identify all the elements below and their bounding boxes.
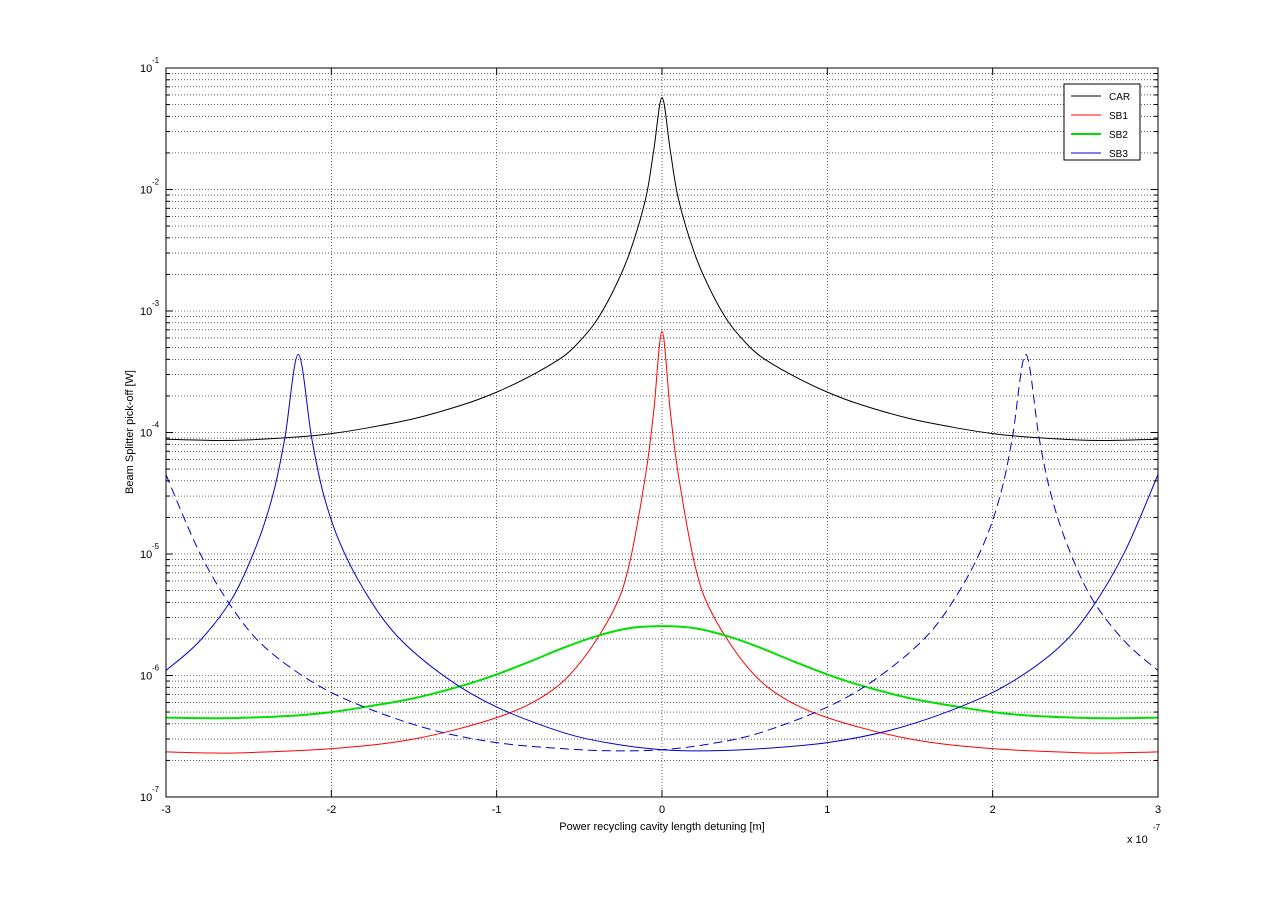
x-tick-label: -3 [161, 804, 171, 816]
y-tick-label: 10 [140, 671, 152, 683]
y-tick-label: 10 [140, 185, 152, 197]
y-tick-exponent: -2 [152, 178, 160, 187]
series-line-series-4-dashed [165, 353, 1159, 752]
y-tick-exponent: -3 [152, 299, 160, 308]
y-axis-label: Beam Splitter pick-off [W] [124, 370, 136, 494]
x-scale-prefix: x 10 [1127, 834, 1148, 846]
legend-box [1063, 83, 1141, 161]
y-tick-exponent: -7 [152, 785, 160, 794]
legend-label-sb3: SB3 [1109, 149, 1128, 160]
plot-series [165, 97, 1159, 754]
legend-label-sb1: SB1 [1109, 111, 1128, 122]
y-tick-label: 10 [140, 63, 152, 75]
x-tick-label: -2 [326, 804, 336, 816]
legend-label-sb2: SB2 [1109, 130, 1128, 141]
y-tick-exponent: -6 [152, 664, 160, 673]
y-tick-label: 10 [140, 549, 152, 561]
legend-label-car: CAR [1109, 92, 1130, 103]
x-tick-label: 0 [659, 804, 665, 816]
x-tick-label: 3 [1155, 804, 1161, 816]
x-tick-label: -1 [492, 804, 502, 816]
y-tick-exponent: -5 [152, 542, 160, 551]
y-tick-label: 10 [140, 306, 152, 318]
legend: CAR SB1 SB2 SB3 [1063, 83, 1141, 161]
series-line-sb1 [165, 330, 1159, 754]
axis-ticks: -3 -2 -1 0 1 2 310-710-610-510-410-310-210-1 [140, 56, 1161, 816]
x-tick-label: 1 [824, 804, 830, 816]
x-scale-exponent: -7 [1153, 823, 1161, 832]
y-tick-exponent: -1 [152, 56, 160, 65]
x-tick-label: 2 [990, 804, 996, 816]
series-line-car [165, 97, 1159, 441]
x-axis-label: Power recycling cavity length detuning [… [559, 821, 764, 833]
y-tick-label: 10 [140, 792, 152, 804]
y-tick-label: 10 [140, 428, 152, 440]
series-line-sb2 [165, 625, 1159, 720]
x-scale-factor: x 10 -7 [1127, 823, 1161, 846]
y-tick-exponent: -4 [152, 421, 160, 430]
series-line-sb3 [165, 353, 1159, 752]
